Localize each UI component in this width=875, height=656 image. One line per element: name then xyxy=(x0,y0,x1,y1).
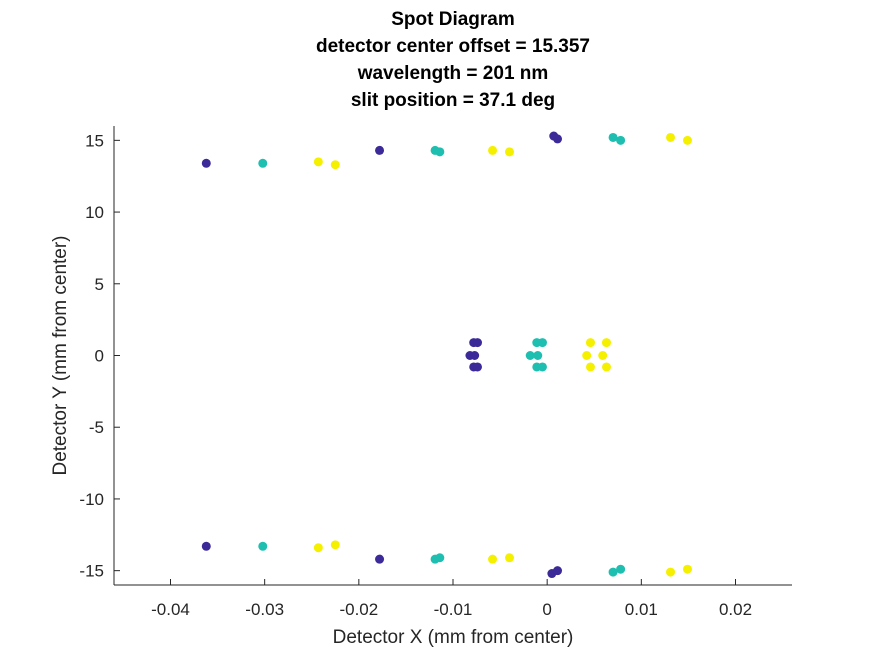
x-tick-label: -0.02 xyxy=(339,600,378,619)
data-point-series-1 xyxy=(375,145,385,155)
data-point-series-1 xyxy=(553,566,563,576)
data-point-series-3 xyxy=(585,362,595,372)
data-point-series-3 xyxy=(313,157,323,167)
data-point-series-3 xyxy=(505,147,514,157)
y-tick-label: 10 xyxy=(85,203,104,222)
y-tick-label: -10 xyxy=(79,490,104,509)
data-point-series-1 xyxy=(201,541,211,551)
y-tick-label: -5 xyxy=(89,418,104,437)
y-tick-label: 5 xyxy=(95,275,104,294)
data-point-series-2 xyxy=(258,158,268,168)
y-tick-label: -15 xyxy=(79,562,104,581)
y-ticks: -15 -10 -5 0 5 10 15 xyxy=(79,131,120,581)
data-points xyxy=(201,131,692,579)
data-point-series-2 xyxy=(608,567,618,577)
data-point-series-1 xyxy=(553,134,563,144)
data-point-series-2 xyxy=(537,338,547,348)
data-point-series-3 xyxy=(666,132,676,142)
data-point-series-3 xyxy=(488,554,498,564)
data-point-series-3 xyxy=(601,338,611,348)
x-tick-label: 0 xyxy=(542,600,551,619)
data-point-series-3 xyxy=(682,135,692,145)
data-point-series-2 xyxy=(435,553,445,563)
data-point-series-3 xyxy=(598,351,608,360)
data-point-series-2 xyxy=(525,351,535,360)
y-tick-label: 0 xyxy=(95,347,104,366)
x-ticks: -0.04 -0.03 -0.02 -0.01 0 0.01 0.02 xyxy=(151,579,752,619)
data-point-series-3 xyxy=(488,145,498,155)
x-tick-label: -0.03 xyxy=(245,600,284,619)
data-point-series-2 xyxy=(533,351,543,360)
title-line: Spot Diagram xyxy=(391,9,515,30)
data-point-series-2 xyxy=(435,147,445,157)
title-line: wavelength = 201 nm xyxy=(357,63,549,84)
data-point-series-1 xyxy=(375,554,385,564)
data-point-series-2 xyxy=(616,135,626,145)
data-point-series-3 xyxy=(582,351,592,360)
data-point-series-3 xyxy=(666,567,676,577)
x-axis-label: Detector X (mm from center) xyxy=(333,627,574,648)
data-point-series-3 xyxy=(585,338,595,348)
data-point-series-1 xyxy=(201,158,211,168)
data-point-series-3 xyxy=(505,553,514,563)
data-point-series-2 xyxy=(258,541,268,551)
data-point-series-2 xyxy=(537,362,547,372)
data-point-series-2 xyxy=(616,564,626,574)
data-point-series-1 xyxy=(470,351,480,360)
data-point-series-3 xyxy=(682,564,692,574)
x-tick-label: 0.02 xyxy=(719,600,752,619)
data-point-series-1 xyxy=(472,362,482,372)
x-tick-label: -0.01 xyxy=(434,600,473,619)
data-point-series-3 xyxy=(601,362,611,372)
y-tick-label: 15 xyxy=(85,131,104,150)
chart-title: Spot Diagram detector center offset = 15.… xyxy=(316,9,590,111)
y-axis-label: Detector Y (mm from center) xyxy=(50,235,71,475)
data-point-series-3 xyxy=(330,540,340,550)
x-tick-label: 0.01 xyxy=(625,600,658,619)
data-point-series-3 xyxy=(330,160,340,170)
axes xyxy=(113,126,792,586)
data-point-series-2 xyxy=(608,132,618,142)
title-line: detector center offset = 15.357 xyxy=(316,36,590,57)
data-point-series-3 xyxy=(313,543,323,553)
data-point-series-1 xyxy=(472,338,482,348)
title-line: slit position = 37.1 deg xyxy=(351,90,555,111)
x-tick-label: -0.04 xyxy=(151,600,190,619)
